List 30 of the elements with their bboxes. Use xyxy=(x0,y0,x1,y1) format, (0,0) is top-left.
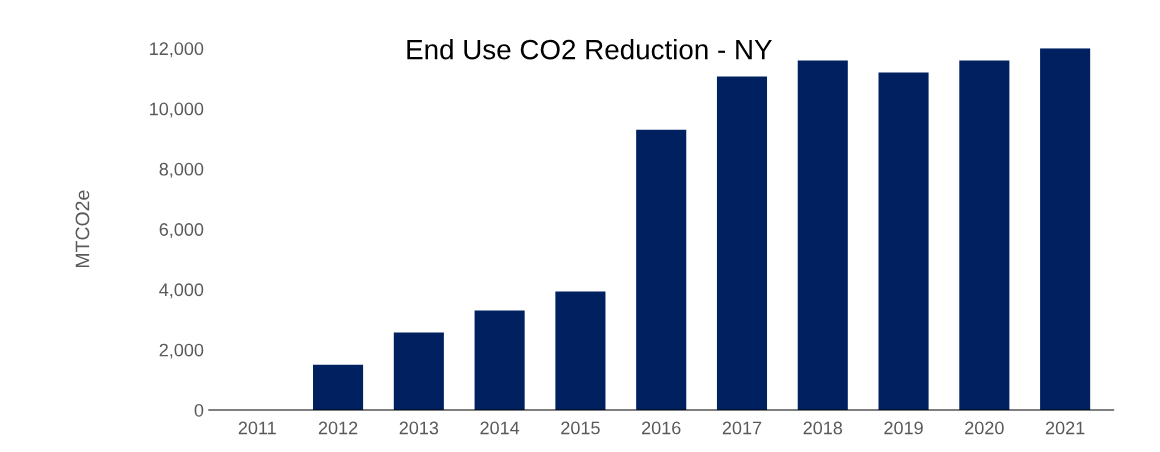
y-tick-label: 8,000 xyxy=(159,162,204,178)
bar xyxy=(716,76,768,410)
x-tick-label: 2013 xyxy=(399,421,439,435)
x-tick-label: 2015 xyxy=(561,421,600,435)
bar xyxy=(393,332,444,410)
y-tick-label: 0 xyxy=(194,403,204,417)
y-tick-label: 12,000 xyxy=(150,42,204,58)
bar xyxy=(555,291,606,410)
y-tick-label: 10,000 xyxy=(150,102,204,118)
bar xyxy=(878,72,929,410)
bar xyxy=(959,60,1010,410)
bar xyxy=(636,129,687,410)
x-tick-label: 2020 xyxy=(965,421,1004,435)
x-tick-label: 2016 xyxy=(642,421,681,435)
y-tick-label: 6,000 xyxy=(159,223,204,239)
y-tick-label: 2,000 xyxy=(159,343,204,359)
bar xyxy=(474,310,525,410)
bar xyxy=(797,60,848,410)
x-tick-label: 2021 xyxy=(1045,421,1085,435)
bar xyxy=(1040,48,1091,410)
bar xyxy=(313,364,364,410)
x-tick-label: 2014 xyxy=(480,421,520,435)
y-axis-title: MTCO2e xyxy=(75,190,90,267)
y-tick-label: 4,000 xyxy=(159,283,204,299)
x-tick-label: 2011 xyxy=(238,421,276,435)
x-tick-label: 2012 xyxy=(318,421,358,435)
chart-title: End Use CO2 Reduction - NY xyxy=(407,39,772,60)
x-tick-label: 2018 xyxy=(803,421,843,435)
x-tick-label: 2017 xyxy=(722,421,762,435)
x-tick-label: 2019 xyxy=(884,421,923,435)
